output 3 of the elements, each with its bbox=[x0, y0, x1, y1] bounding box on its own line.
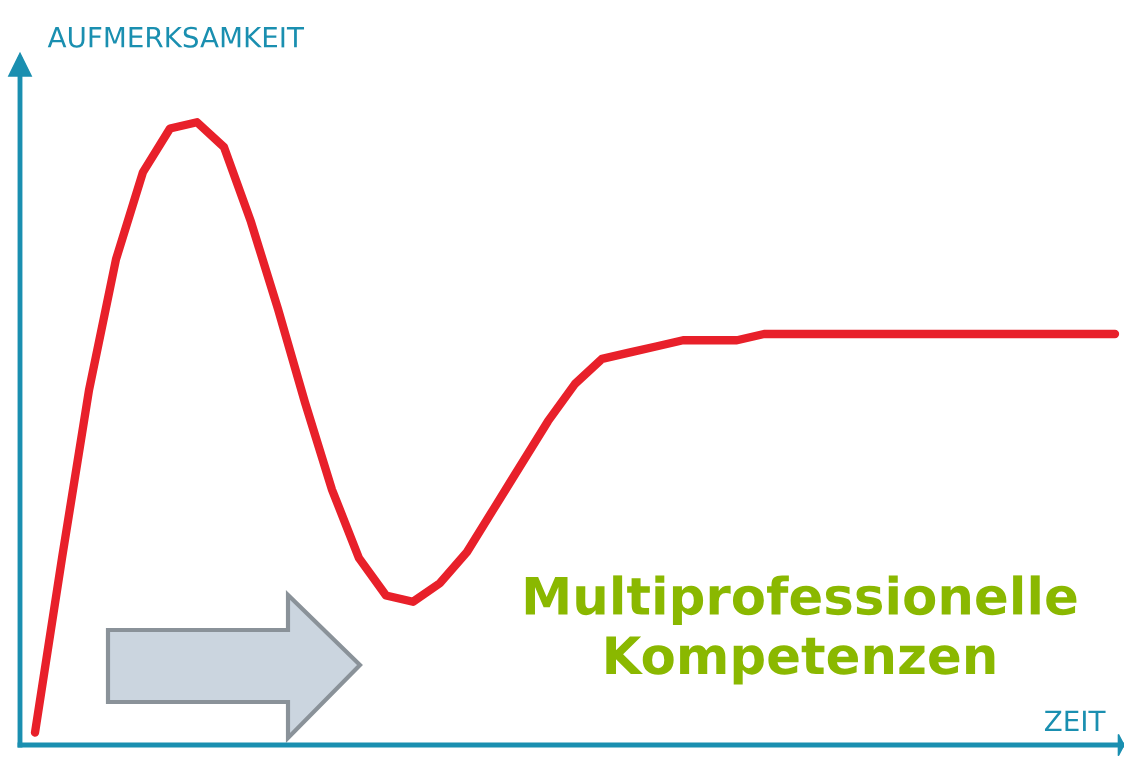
x-axis-title: ZEIT bbox=[1044, 710, 1106, 731]
y-axis-title: AUFMERKSAMKEIT bbox=[47, 26, 305, 48]
annotation: Multiprofessionelle Kompetenzen bbox=[525, 575, 1077, 685]
